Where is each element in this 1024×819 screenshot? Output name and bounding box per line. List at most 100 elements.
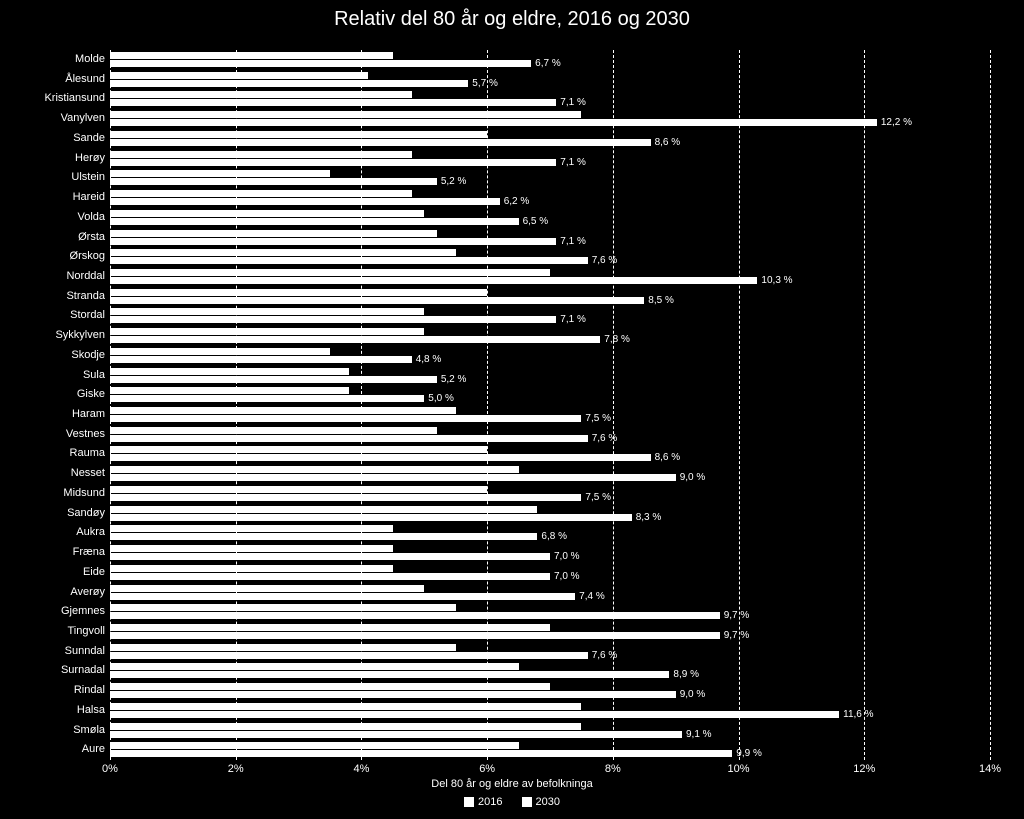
category-label: Midsund: [5, 487, 105, 499]
bar-row: Gjemnes9,7 %: [110, 602, 990, 622]
bar-row: Midsund7,5 %: [110, 484, 990, 504]
bar-2030: [110, 257, 588, 264]
category-label: Ørsta: [5, 231, 105, 243]
category-label: Halsa: [5, 704, 105, 716]
bar-row: Averøy7,4 %: [110, 583, 990, 603]
category-label: Rindal: [5, 684, 105, 696]
bar-value-label: 9,9 %: [736, 748, 762, 759]
bar-value-label: 9,7 %: [724, 610, 750, 621]
bar-2016: [110, 348, 330, 355]
category-label: Gjemnes: [5, 605, 105, 617]
legend: 2016 2030: [0, 796, 1024, 808]
bar-row: Molde6,7 %: [110, 50, 990, 70]
bar-value-label: 7,5 %: [585, 492, 611, 503]
bar-2030: [110, 336, 600, 343]
category-label: Sunndal: [5, 645, 105, 657]
bar-2030: [110, 474, 676, 481]
bar-2016: [110, 683, 550, 690]
bar-row: Stordal7,1 %: [110, 306, 990, 326]
bar-value-label: 5,7 %: [472, 78, 498, 89]
bar-value-label: 8,5 %: [648, 295, 674, 306]
category-label: Stordal: [5, 309, 105, 321]
bar-2030: [110, 632, 720, 639]
bar-row: Ålesund5,7 %: [110, 70, 990, 90]
bar-2016: [110, 545, 393, 552]
bar-value-label: 7,1 %: [560, 97, 586, 108]
bar-value-label: 7,0 %: [554, 571, 580, 582]
bar-value-label: 7,6 %: [592, 650, 618, 661]
category-label: Surnadal: [5, 664, 105, 676]
bar-value-label: 6,7 %: [535, 58, 561, 69]
bar-2016: [110, 72, 368, 79]
category-label: Rauma: [5, 447, 105, 459]
gridline: [990, 50, 991, 760]
bar-2030: [110, 178, 437, 185]
bar-2016: [110, 111, 581, 118]
bar-row: Sandøy8,3 %: [110, 504, 990, 524]
bar-2030: [110, 435, 588, 442]
category-label: Vanylven: [5, 112, 105, 124]
x-tick-label: 4%: [353, 763, 369, 775]
bar-2030: [110, 553, 550, 560]
category-label: Sykkylven: [5, 329, 105, 341]
bar-row: Smøla9,1 %: [110, 721, 990, 741]
category-label: Kristiansund: [5, 92, 105, 104]
bar-row: Rauma8,6 %: [110, 444, 990, 464]
bar-value-label: 9,1 %: [686, 729, 712, 740]
bar-2016: [110, 624, 550, 631]
bar-2030: [110, 297, 644, 304]
bar-2030: [110, 691, 676, 698]
bar-2030: [110, 612, 720, 619]
bar-row: Aure9,9 %: [110, 740, 990, 760]
category-label: Stranda: [5, 290, 105, 302]
category-label: Ørskog: [5, 250, 105, 262]
bar-2016: [110, 328, 424, 335]
bar-row: Aukra6,8 %: [110, 523, 990, 543]
category-label: Fræna: [5, 546, 105, 558]
bar-2016: [110, 249, 456, 256]
bar-2030: [110, 593, 575, 600]
bar-value-label: 7,5 %: [585, 413, 611, 424]
bar-2016: [110, 151, 412, 158]
bar-row: Volda6,5 %: [110, 208, 990, 228]
bar-2016: [110, 230, 437, 237]
bar-row: Fræna7,0 %: [110, 543, 990, 563]
bar-2030: [110, 356, 412, 363]
bar-2016: [110, 190, 412, 197]
bar-value-label: 9,0 %: [680, 689, 706, 700]
bar-2030: [110, 198, 500, 205]
bar-2016: [110, 289, 487, 296]
bar-value-label: 12,2 %: [881, 117, 912, 128]
bar-row: Surnadal8,9 %: [110, 661, 990, 681]
bar-value-label: 9,0 %: [680, 472, 706, 483]
category-label: Skodje: [5, 349, 105, 361]
bar-value-label: 5,2 %: [441, 374, 467, 385]
bar-row: Nesset9,0 %: [110, 464, 990, 484]
bar-2016: [110, 525, 393, 532]
bar-2030: [110, 731, 682, 738]
bar-2016: [110, 466, 519, 473]
bar-2016: [110, 663, 519, 670]
bar-row: Ulstein5,2 %: [110, 168, 990, 188]
bar-2030: [110, 533, 537, 540]
category-label: Sandøy: [5, 507, 105, 519]
bar-2016: [110, 703, 581, 710]
bar-2030: [110, 277, 757, 284]
bar-row: Herøy7,1 %: [110, 149, 990, 169]
bar-value-label: 9,7 %: [724, 630, 750, 641]
bar-2030: [110, 711, 839, 718]
category-label: Ålesund: [5, 73, 105, 85]
legend-swatch: [464, 797, 474, 807]
bar-2016: [110, 723, 581, 730]
bar-value-label: 7,8 %: [604, 334, 630, 345]
bar-value-label: 7,1 %: [560, 236, 586, 247]
bar-value-label: 10,3 %: [761, 275, 792, 286]
bar-2016: [110, 170, 330, 177]
legend-label: 2030: [536, 796, 560, 808]
bar-value-label: 8,3 %: [636, 512, 662, 523]
legend-item-2030: 2030: [522, 796, 560, 808]
bar-value-label: 6,2 %: [504, 196, 530, 207]
bar-value-label: 7,6 %: [592, 433, 618, 444]
bar-2030: [110, 238, 556, 245]
bar-2016: [110, 565, 393, 572]
